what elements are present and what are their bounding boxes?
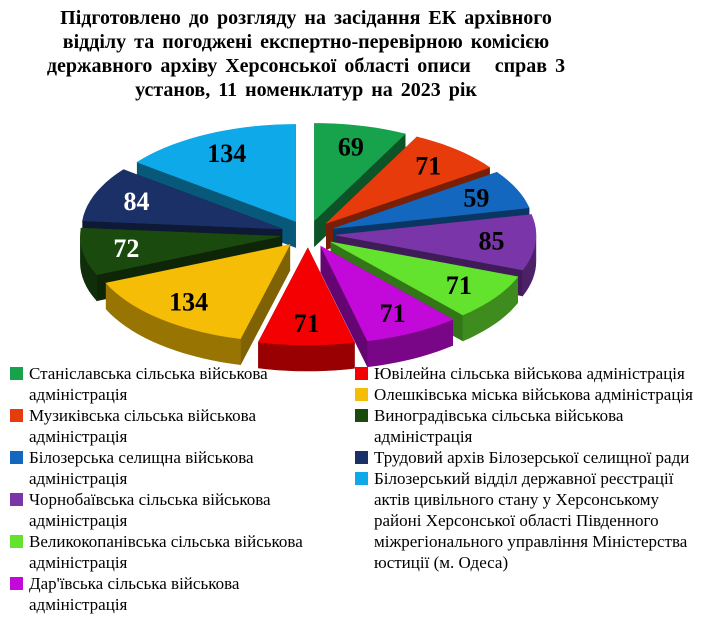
legend-label: Станіславська сільська військова адмініс… — [29, 364, 268, 404]
pie-slice-value-label: 59 — [463, 183, 489, 212]
pie-slice — [333, 171, 530, 229]
legend-swatch — [355, 367, 368, 380]
legend-item: Ювілейна сільська військова адміністраці… — [355, 363, 716, 384]
legend-swatch — [10, 367, 23, 380]
pie-slice-cut-wall — [330, 241, 518, 304]
pie-slice — [136, 124, 296, 222]
pie-slice-cut-wall — [335, 234, 523, 297]
pie-slice-value-label: 69 — [338, 132, 364, 161]
legend-item: Білозерський відділ державної реєстрації… — [355, 468, 716, 573]
legend-label: Олешківська міська військова адміністрац… — [374, 385, 693, 404]
pie-slice — [314, 123, 406, 222]
legend-item: Дар'ївська сільська військова адміністра… — [10, 573, 355, 615]
legend-swatch — [355, 451, 368, 464]
pie-slice-cut-wall — [105, 244, 291, 310]
pie-slice — [326, 136, 491, 224]
legend-label: Ювілейна сільська військова адміністраці… — [374, 364, 685, 383]
legend-label: Дар'ївська сільська військова адміністра… — [29, 574, 240, 614]
pie-slice-outer-wall — [367, 318, 453, 368]
pie-slice — [82, 169, 283, 230]
pie-slice-cut-wall — [326, 136, 418, 251]
pie-slice-value-label: 85 — [479, 226, 505, 255]
legend-item: Музиківська сільська військова адміністр… — [10, 405, 355, 447]
pie-slice-value-label: 71 — [294, 309, 320, 338]
pie-slice-cut-wall — [82, 220, 283, 256]
pie-slice — [335, 214, 537, 271]
pie-slice-value-label: 72 — [113, 234, 139, 263]
legend-swatch — [10, 577, 23, 590]
pie-slice-value-label: 71 — [380, 299, 406, 328]
legend-label: Чорнобаївська сільська військова адмініс… — [29, 490, 271, 530]
pie-slice-cut-wall — [240, 244, 291, 365]
legend-item: Олешківська міська військова адміністрац… — [355, 384, 716, 405]
pie-slice-cut-wall — [314, 133, 406, 248]
legend-item: Трудовий архів Білозерської селищної рад… — [355, 447, 716, 468]
chart-title-line-3: державного архіву Херсонської області оп… — [46, 55, 566, 77]
pie-slice-cut-wall — [326, 166, 490, 250]
pie-slice-cut-wall — [335, 214, 532, 262]
chart-title: Підготовлено до розгляду на засідання ЕК… — [0, 6, 612, 102]
pie-slice — [105, 244, 291, 340]
pie-slice — [258, 247, 355, 346]
pie-slice-value-label: 134 — [207, 139, 246, 168]
pie-slice-value-label: 71 — [446, 271, 472, 300]
pie-slice-value-label: 71 — [415, 152, 441, 181]
legend-swatch — [10, 493, 23, 506]
pie-slice-outer-wall — [105, 282, 241, 366]
pie-slice-cut-wall — [333, 207, 530, 255]
legend: Станіславська сільська військова адмініс… — [0, 363, 716, 615]
pie-slice-cut-wall — [136, 161, 296, 248]
pie-slice-cut-wall — [123, 169, 283, 256]
chart-title-line-2: відділу та погоджені експертно-перевірно… — [62, 31, 550, 53]
legend-label: Музиківська сільська військова адміністр… — [29, 406, 257, 446]
pie-slice-value-label: 84 — [124, 187, 150, 216]
legend-item: Білозерська селищна військова адміністра… — [10, 447, 355, 489]
chart-title-line-1: Підготовлено до розгляду на засідання ЕК… — [60, 7, 552, 29]
legend-item: Станіславська сільська військова адмініс… — [10, 363, 355, 405]
legend-swatch — [355, 409, 368, 422]
pie-slice-cut-wall — [80, 227, 281, 263]
pie-slice-cut-wall — [320, 246, 368, 367]
pie-slice — [330, 241, 519, 316]
pie-slice-outer-wall — [462, 275, 518, 342]
pie-slice-cut-wall — [258, 247, 309, 369]
pie-slice-cut-wall — [96, 235, 281, 302]
legend-item: Виноградівська сільська військова адміні… — [355, 405, 716, 447]
legend-swatch — [10, 451, 23, 464]
chart-title-line-4: установ, 11 номенклатур на 2023 рік — [135, 79, 477, 101]
legend-label: Великокопанівська сільська військова адм… — [29, 532, 303, 572]
legend-column-left: Станіславська сільська військова адмініс… — [10, 363, 355, 615]
pie-slice-cut-wall — [330, 241, 464, 342]
pie-slice-outer-wall — [80, 236, 98, 302]
pie-slice-cut-wall — [320, 245, 453, 346]
legend-swatch — [10, 535, 23, 548]
pie-slice-cut-wall — [333, 171, 498, 255]
pie-slice-outer-wall — [522, 235, 537, 297]
legend-item: Чорнобаївська сільська військова адмініс… — [10, 489, 355, 531]
legend-item: Великокопанівська сільська військова адм… — [10, 531, 355, 573]
pie-slice — [80, 227, 281, 276]
pie-slice-value-label: 134 — [169, 288, 208, 317]
legend-label: Білозерський відділ державної реєстрації… — [374, 469, 688, 572]
pie-slice-cut-wall — [307, 247, 355, 369]
legend-swatch — [355, 388, 368, 401]
legend-swatch — [10, 409, 23, 422]
legend-column-right: Ювілейна сільська військова адміністраці… — [355, 363, 716, 615]
legend-label: Виноградівська сільська військова адміні… — [374, 406, 624, 446]
legend-label: Білозерська селищна військова адміністра… — [29, 448, 254, 488]
pie-slice — [320, 245, 454, 342]
legend-label: Трудовий архів Білозерської селищної рад… — [374, 448, 690, 467]
legend-swatch — [355, 472, 368, 485]
